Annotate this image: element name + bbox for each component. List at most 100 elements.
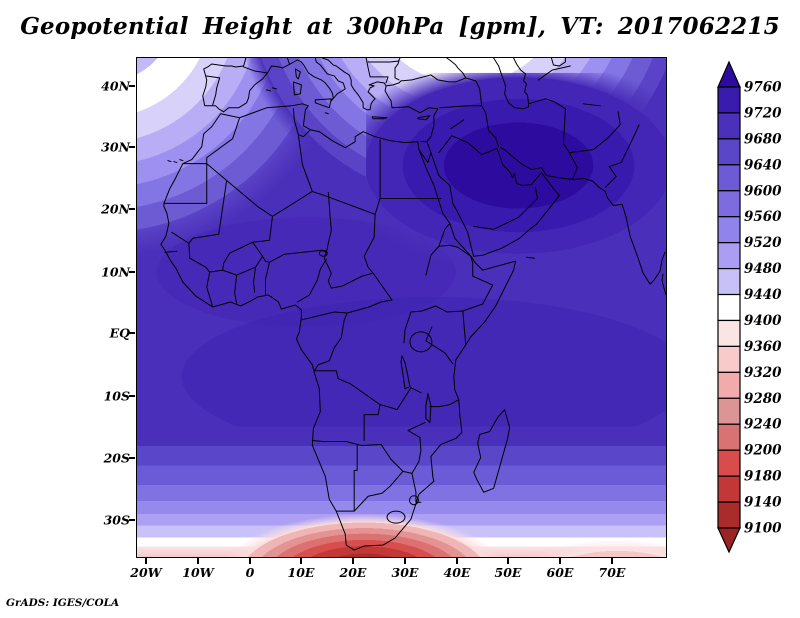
europe-borders [205,58,400,106]
grads-attribution: GrADS: IGES/COLA [6,597,120,609]
madagascar-coastline [473,409,511,493]
lat-tick [129,457,135,459]
lat-label-10n: 10N [101,264,130,280]
colorbar-segment [717,371,741,399]
colorbar-label: 9360 [744,339,782,355]
lon-tick [145,558,147,564]
lon-label-40e: 40E [443,565,471,580]
lon-tick [352,558,354,564]
mideast-borders [426,65,640,230]
lake-victoria [409,331,433,353]
colorbar-segment [717,449,741,477]
colorbar-segment [717,475,741,503]
balkan-greece-turkey-coastline [321,58,439,143]
colorbar-segment [717,345,741,373]
colorbar-label: 9760 [744,80,782,96]
colorbar-segment [717,112,741,140]
colorbar-label: 9320 [744,365,782,381]
east-africa-borders [403,222,494,365]
north-africa-borders [163,108,442,274]
colorbar-label: 9140 [744,495,782,511]
colorbar-segment [717,216,741,244]
contour-map [137,58,666,557]
colorbar-label: 9560 [744,209,782,225]
lat-label-10s: 10S [103,388,130,404]
lat-label-eq: EQ [109,325,130,341]
colorbar-segment [717,397,741,425]
colorbar-label: 9240 [744,417,782,433]
lon-tick [300,558,302,564]
lat-label-40n: 40N [101,78,130,94]
colorbar-segment [717,86,741,114]
lesotho-border [386,510,406,524]
south-africa-borders [311,370,460,512]
colorbar-segment [717,423,741,451]
lon-tick [249,558,251,564]
lon-tick [559,558,561,564]
lon-tick [456,558,458,564]
colorbar-arrow-top [717,60,741,88]
lon-label-20w: 20W [130,565,162,580]
swaziland-border [408,495,419,506]
caspian-sea-coastline [493,58,566,110]
colorbar-label: 9640 [744,157,782,173]
colorbar-segment [717,267,741,296]
colorbar-label: 9180 [744,469,782,485]
lake-tanganyika-malawi [400,355,432,424]
iberia-atlantic-coastline [202,58,247,113]
coastlines [160,58,666,551]
black-sea-coastline [394,58,467,83]
colorbar-segment [717,293,741,322]
lat-tick [129,271,135,273]
colorbar-segment [717,319,741,348]
lon-tick [611,558,613,564]
colorbar-segment [717,190,741,218]
colorbar-legend: 9760 9720 9680 9640 9600 9560 9520 9480 … [717,60,782,554]
lon-label-20e: 20E [339,565,367,580]
lon-label-70e: 70E [598,565,626,580]
chart-title: Geopotential Height at 300hPa [gpm], VT:… [20,13,780,40]
lat-label-30s: 30S [103,512,130,528]
lat-tick [129,519,135,521]
lat-tick [129,146,135,148]
colorbar-label: 9400 [744,313,782,329]
colorbar-label: 9440 [744,287,782,303]
lon-label-60e: 60E [546,565,574,580]
arabia-coastline [418,148,560,257]
africa-coastline [160,103,517,551]
contour-fill-layers [137,58,666,557]
lon-tick [197,558,199,564]
lon-tick [404,558,406,564]
central-africa-borders [296,251,393,372]
lat-tick [129,332,135,334]
lon-label-30e: 30E [391,565,419,580]
colorbar-label: 9280 [744,391,782,407]
colorbar-label: 9200 [744,443,782,459]
colorbar-arrow-bottom [717,527,741,554]
colorbar-label: 9520 [744,235,782,251]
lon-label-10e: 10E [287,565,315,580]
colorbar-segment [717,138,741,166]
colorbar-segment [717,164,741,192]
lat-tick [129,395,135,397]
colorbar-segment [717,501,741,529]
colorbar-segment [717,242,741,270]
lon-label-50e: 50E [494,565,522,580]
lat-tick [129,85,135,87]
colorbar-label: 9680 [744,131,782,147]
lat-label-20s: 20S [103,450,130,466]
lon-tick [507,558,509,564]
colorbar-label: 9100 [744,521,782,537]
west-africa-borders [164,191,332,308]
mediterranean-north-coastline [223,58,346,113]
colorbar-label: 9480 [744,261,782,277]
country-borders [163,58,640,524]
lon-label-10w: 10W [182,565,214,580]
lat-tick [129,208,135,210]
colorbar-label: 9720 [744,105,782,121]
map-plot-area [136,57,667,558]
colorbar-label: 9600 [744,183,782,199]
lat-label-30n: 30N [101,139,130,155]
lake-chad [318,249,328,257]
